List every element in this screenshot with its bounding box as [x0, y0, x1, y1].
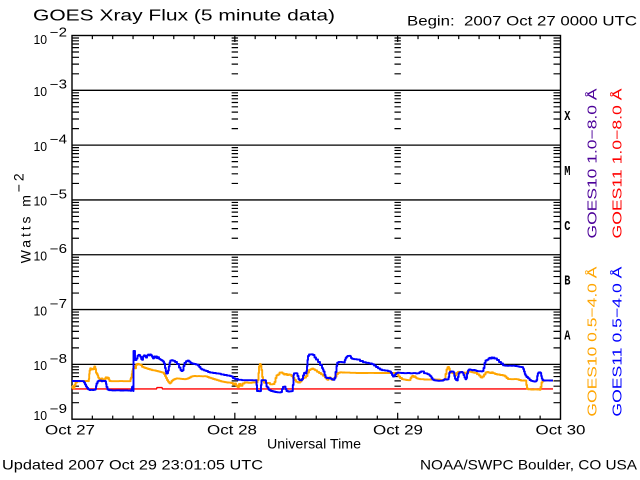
svg-text:A: A [564, 329, 571, 345]
svg-text:10: 10 [34, 359, 48, 373]
svg-text:X: X [564, 109, 571, 125]
svg-text:10: 10 [34, 249, 48, 263]
svg-text:−4: −4 [50, 133, 67, 147]
svg-text:−2: −2 [50, 26, 67, 40]
svg-text:10: 10 [34, 33, 48, 47]
svg-text:Updated 2007 Oct 29 23:01:05 U: Updated 2007 Oct 29 23:01:05 UTC [2, 456, 263, 472]
svg-text:10: 10 [34, 85, 48, 99]
svg-text:GOES11 0.5−4.0 Å: GOES11 0.5−4.0 Å [610, 266, 625, 416]
svg-text:−3: −3 [50, 78, 67, 92]
svg-text:Oct 29: Oct 29 [373, 423, 423, 438]
svg-text:−6: −6 [50, 242, 67, 256]
svg-text:GOES10 0.5−4.0 Å: GOES10 0.5−4.0 Å [585, 266, 600, 416]
svg-text:−9: −9 [50, 402, 67, 416]
svg-text:10: 10 [34, 140, 48, 154]
svg-text:10: 10 [34, 195, 48, 209]
svg-text:−5: −5 [50, 187, 67, 201]
svg-text:Oct 30: Oct 30 [536, 423, 586, 438]
svg-text:10: 10 [34, 304, 48, 318]
svg-text:GOES11 1.0−8.0 Å: GOES11 1.0−8.0 Å [610, 88, 625, 238]
svg-text:Oct 27: Oct 27 [45, 423, 95, 438]
svg-text:GOES10 1.0−8.0 Å: GOES10 1.0−8.0 Å [585, 88, 600, 238]
svg-text:Oct 28: Oct 28 [207, 423, 257, 438]
svg-text:Begin: 2007 Oct 27 0000 UTC: Begin: 2007 Oct 27 0000 UTC [407, 13, 637, 29]
svg-text:GOES Xray Flux (5 minute data): GOES Xray Flux (5 minute data) [33, 8, 335, 25]
svg-text:Universal Time: Universal Time [267, 437, 361, 452]
svg-text:−7: −7 [50, 297, 67, 311]
svg-text:−8: −8 [50, 352, 67, 366]
svg-text:C: C [564, 219, 571, 235]
svg-text:M: M [564, 164, 570, 180]
svg-text:10: 10 [34, 409, 48, 423]
svg-text:NOAA/SWPC Boulder, CO USA: NOAA/SWPC Boulder, CO USA [420, 456, 638, 472]
svg-text:B: B [564, 274, 571, 290]
